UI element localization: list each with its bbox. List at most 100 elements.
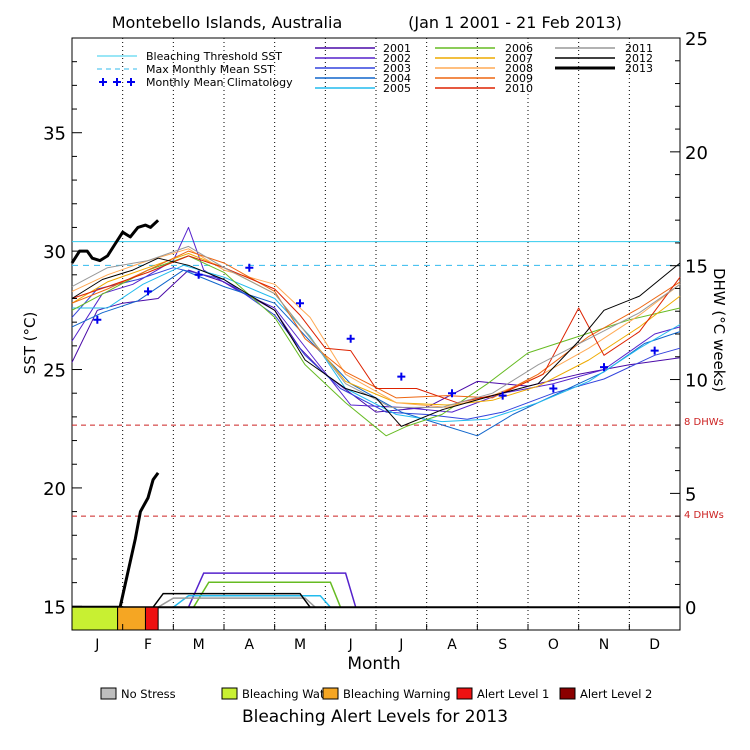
alert-legend-label: Alert Level 1 [477,687,549,701]
alert-bar-2013 [71,606,159,631]
sst-tick-label: 35 [43,124,66,145]
sst-tick-label: 20 [43,479,66,500]
dhw-tick-label: 20 [685,143,708,164]
dhw-4-label: 4 DHWs [684,510,724,521]
sst-line-2010 [71,255,681,404]
alert-swatch [221,687,238,700]
sst-tick-label: 25 [43,361,66,382]
legend-year-label-2012: 2012 [625,52,653,65]
legend-year-label-2011: 2011 [625,42,653,55]
alert-segment [117,606,146,631]
legend-climatology-label: Monthly Mean Climatology [146,76,293,89]
month-tick-label: D [649,637,660,653]
month-tick-label: J [398,637,403,653]
month-tick-label: M [294,637,306,653]
month-tick-label: A [245,637,255,653]
month-tick-label: J [94,637,99,653]
climatology-marker [650,346,659,355]
climatology-marker [448,389,456,398]
dhw-line-2011 [157,597,316,608]
alert-legend-label: Bleaching Watch [242,687,338,701]
month-tick-label: A [447,637,457,653]
month-gridlines [122,38,630,630]
alert-legend-label: Bleaching Warning [343,687,451,701]
month-tick-label: S [498,637,507,653]
legend-year-label-2006: 2006 [505,42,533,55]
reference-legend: Bleaching Threshold SST Max Monthly Mean… [97,50,293,89]
sst-line-2013 [70,219,160,264]
alert-swatch [322,687,339,700]
chart-title: Montebello Islands, Australia [112,13,343,32]
legend-year-label-2005: 2005 [383,82,411,95]
chart-date-range: (Jan 1 2001 - 21 Feb 2013) [408,13,622,32]
legend-year-label-2009: 2009 [505,72,533,85]
legend-mmm-label: Max Monthly Mean SST [146,63,274,76]
alert-legend-label: Alert Level 2 [580,687,652,701]
climatology-marker [144,287,152,296]
dhw-tick-label: 0 [685,598,696,619]
sst-series [70,219,681,437]
dhw-series [72,472,680,609]
sst-line-2011 [71,245,681,408]
dhw-line-2012 [152,592,311,608]
dhw-tick-label: 25 [685,29,708,50]
dhw-line-2005 [172,595,331,608]
climatology-marker [346,334,355,343]
month-tick-label: J [348,637,353,653]
sst-tick-label: 15 [43,597,66,618]
climatology-marker [296,299,304,308]
alert-segment [144,606,159,631]
legend-year-label-2004: 2004 [383,72,411,85]
month-tick-label: O [548,637,559,653]
dhw-tick-label: 10 [685,371,708,392]
alert-level-legend: No Stress Bleaching Watch Bleaching Warnin… [100,687,652,701]
legend-climatology-marker [99,78,107,86]
legend-year-label-2002: 2002 [383,52,411,65]
legend-year-label-2007: 2007 [505,52,533,65]
legend-year-label-2008: 2008 [505,62,533,75]
dhw-line-2006 [192,581,342,608]
axis-ticks: 15 20 25 30 35 0 5 10 15 20 25 J F M A M J J A S O N D [43,29,708,653]
alert-legend-label: No Stress [121,687,176,701]
sst-line-2002 [71,226,681,413]
climatology-markers [93,263,659,400]
sst-line-2009 [71,250,681,399]
climatology-marker [498,391,507,400]
legend-year-label-2001: 2001 [383,42,411,55]
sst-line-2007 [71,253,681,406]
dhw-8-label: 8 DHWs [684,417,724,428]
sst-line-2008 [71,248,681,408]
legend-threshold-label: Bleaching Threshold SST [146,50,282,63]
dhw-line-2002 [187,572,357,608]
y-axis-left-label: SST (°C) [21,312,39,375]
x-axis-label: Month [347,654,400,674]
alert-swatch [100,687,117,700]
legend-climatology-swatch [99,78,135,86]
climatology-marker [93,315,102,324]
month-tick-label: F [144,637,152,653]
climatology-marker [549,384,558,393]
legend-year-label-2010: 2010 [505,82,533,95]
climatology-marker [194,270,203,279]
month-tick-label: M [193,637,205,653]
y-axis-right-label: DHW (°C weeks) [710,268,728,392]
sst-line-2006 [71,255,681,437]
dhw-line-2013 [72,472,160,609]
alert-segment [71,606,119,631]
alert-swatch [559,687,576,700]
climatology-marker [397,372,406,381]
climatology-marker [600,363,608,372]
reference-lines [72,241,680,517]
month-tick-label: N [599,637,609,653]
legend-climatology-marker [127,78,135,86]
dhw-tick-label: 5 [685,484,696,505]
climatology-marker [245,263,254,272]
sst-line-2001 [71,269,681,413]
dhw-tick-label: 15 [685,257,708,278]
sst-line-2012 [71,257,681,427]
legend-year-label-2003: 2003 [383,62,411,75]
legend-climatology-marker [113,78,121,86]
sst-tick-label: 30 [43,242,66,263]
